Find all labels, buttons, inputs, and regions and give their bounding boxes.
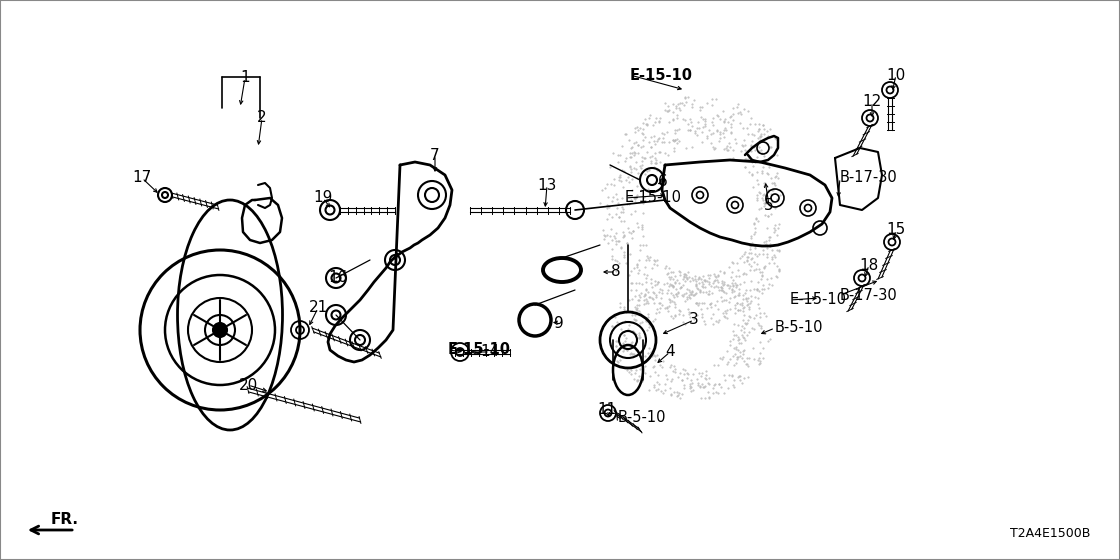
Text: 16: 16 <box>328 270 347 286</box>
Text: 9: 9 <box>554 315 563 330</box>
Text: E-15-10: E-15-10 <box>790 292 847 307</box>
Text: 15: 15 <box>886 222 906 237</box>
Text: 6: 6 <box>659 175 668 189</box>
Text: 7: 7 <box>430 147 440 162</box>
Text: 11: 11 <box>597 403 617 418</box>
Text: E-15-10: E-15-10 <box>629 68 693 82</box>
Text: 5: 5 <box>764 198 774 212</box>
Text: 13: 13 <box>538 178 557 193</box>
Text: B-17-30: B-17-30 <box>840 287 898 302</box>
Text: T2A4E1500B: T2A4E1500B <box>1009 527 1090 540</box>
Text: 17: 17 <box>132 170 151 185</box>
Circle shape <box>213 323 227 337</box>
Text: 18: 18 <box>859 258 878 273</box>
Text: 1: 1 <box>240 71 250 86</box>
Text: 14: 14 <box>480 344 500 360</box>
Text: 19: 19 <box>314 190 333 206</box>
Text: E-15-10: E-15-10 <box>625 190 682 206</box>
Text: 3: 3 <box>689 312 699 328</box>
Text: 20: 20 <box>239 377 258 393</box>
Text: 10: 10 <box>886 68 906 82</box>
Text: 4: 4 <box>665 344 675 360</box>
Text: 21: 21 <box>308 301 328 315</box>
Text: E-15-10: E-15-10 <box>448 343 511 357</box>
Text: 8: 8 <box>612 264 620 279</box>
Text: B-17-30: B-17-30 <box>840 170 898 185</box>
Text: 2: 2 <box>258 110 267 125</box>
Text: B-5-10: B-5-10 <box>775 320 823 335</box>
Text: B-5-10: B-5-10 <box>618 410 666 426</box>
Text: FR.: FR. <box>52 512 80 528</box>
Text: 12: 12 <box>862 95 881 110</box>
